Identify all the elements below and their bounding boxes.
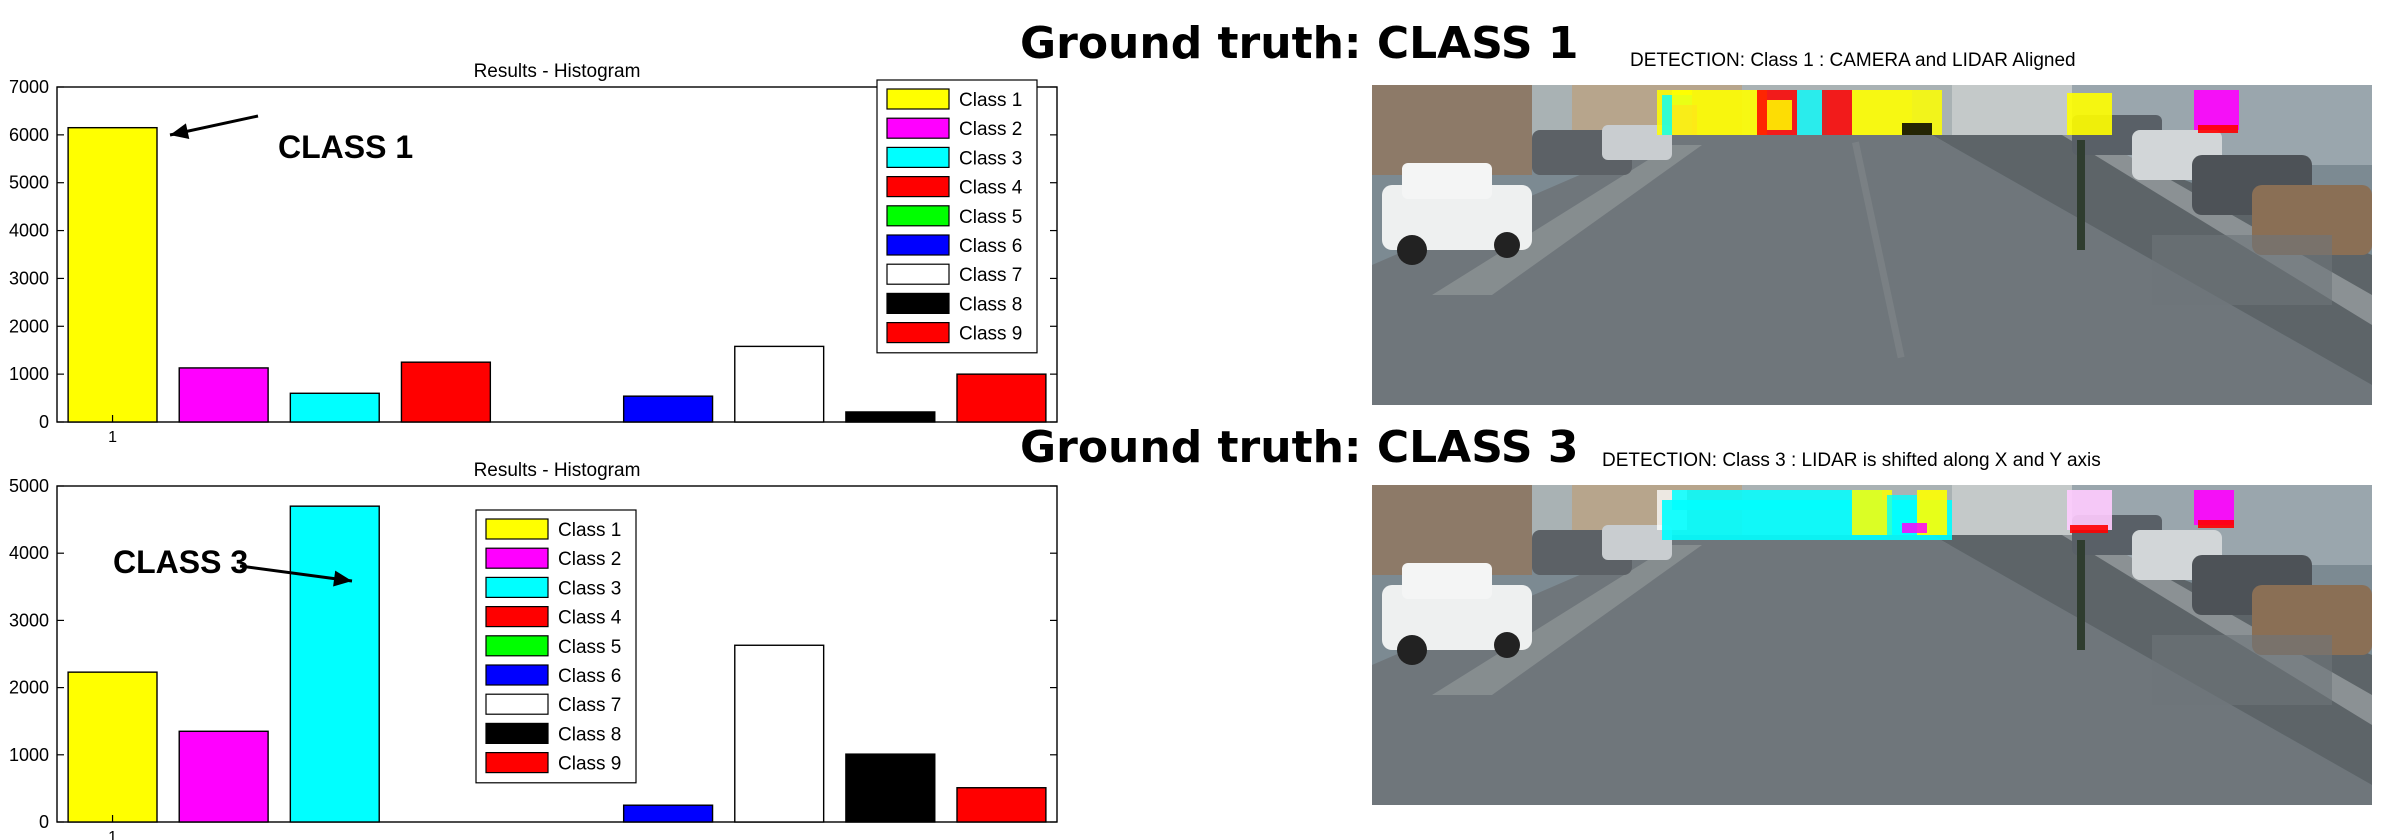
y-tick-label: 5000 <box>9 476 49 496</box>
legend-label: Class 1 <box>558 520 621 541</box>
legend-swatch <box>485 752 549 774</box>
street-scene <box>1372 85 2372 405</box>
legend-label: Class 2 <box>558 549 621 570</box>
legend-label: Class 4 <box>959 178 1023 199</box>
y-tick-label: 7000 <box>9 77 49 97</box>
legend-label: Class 2 <box>959 119 1022 140</box>
annotation-label: CLASS 1 <box>278 129 413 165</box>
bar-class-2 <box>178 730 269 823</box>
legend-swatch <box>485 518 549 540</box>
y-tick-label: 4000 <box>9 543 49 563</box>
legend-swatch <box>886 117 950 139</box>
legend-label: Class 6 <box>558 666 621 687</box>
bar-class-7 <box>734 345 825 423</box>
ground-truth-heading-top: Ground truth: CLASS 1 <box>1020 18 1579 69</box>
legend-label: Class 9 <box>558 754 621 775</box>
bar-class-4 <box>400 361 492 423</box>
detection-overlay <box>1657 90 2239 135</box>
legend-label: Class 8 <box>959 294 1022 315</box>
legend-label: Class 5 <box>558 637 621 658</box>
y-tick-label: 3000 <box>9 610 49 630</box>
legend-swatch <box>886 322 950 344</box>
bar-class-1 <box>67 126 158 423</box>
y-tick-label: 5000 <box>9 173 49 193</box>
y-tick-label: 2000 <box>9 678 49 698</box>
legend-label: Class 9 <box>959 324 1022 345</box>
legend-swatch <box>886 292 950 314</box>
legend-label: Class 7 <box>959 265 1022 286</box>
legend-swatch <box>886 263 950 285</box>
legend-swatch <box>485 606 549 628</box>
y-tick-label: 2000 <box>9 316 49 336</box>
legend-swatch <box>485 547 549 569</box>
y-tick-label: 6000 <box>9 125 49 145</box>
bar-class-1 <box>67 671 158 823</box>
x-tick-label: 1 <box>108 429 117 445</box>
y-tick-label: 1000 <box>9 745 49 765</box>
y-tick-label: 4000 <box>9 221 49 241</box>
histogram-chart-class3: Results - Histogram 0 1000 2000 3000 4000 5000… <box>9 460 1058 840</box>
legend-swatch <box>886 88 950 110</box>
legend-swatch <box>485 693 549 715</box>
annotation-arrowhead <box>170 123 190 140</box>
legend-swatch <box>485 576 549 598</box>
legend-label: Class 1 <box>959 90 1022 111</box>
bar-class-3 <box>289 392 380 423</box>
x-tick-label: 1 <box>108 829 117 840</box>
chart-title: Results - Histogram <box>474 61 641 82</box>
annotation-label: CLASS 3 <box>113 544 248 580</box>
histogram-chart-class1: Results - Histogram 0 1000 2000 3000 4000 5000… <box>9 61 1058 445</box>
y-tick-label: 3000 <box>9 268 49 288</box>
bar-class-7 <box>734 644 825 823</box>
bar-class-8 <box>845 411 936 423</box>
y-tick-label: 0 <box>39 412 49 432</box>
ground-truth-heading-bottom: Ground truth: CLASS 3 <box>1020 422 1579 473</box>
bar-class-6 <box>622 804 714 823</box>
legend-swatch <box>485 664 549 686</box>
detection-image-bottom <box>1372 485 2372 805</box>
legend-label: Class 7 <box>558 695 621 716</box>
legend-label: Class 5 <box>959 207 1022 228</box>
detection-overlay <box>1657 490 2234 540</box>
legend-swatch <box>485 635 549 657</box>
bar-class-3 <box>289 505 380 823</box>
legend-label: Class 4 <box>558 608 622 629</box>
legend-swatch <box>886 205 950 227</box>
bar-class-9 <box>956 373 1047 423</box>
y-tick-label: 0 <box>39 812 49 832</box>
bar-class-6 <box>622 395 714 423</box>
legend-label: Class 3 <box>959 148 1022 169</box>
annotation-arrow <box>239 564 353 583</box>
bar-class-8 <box>845 753 936 823</box>
legend-swatch <box>886 146 950 169</box>
legend-label: Class 8 <box>558 724 621 745</box>
bar-class-2 <box>178 367 269 423</box>
legend-swatch <box>886 234 950 256</box>
legend-label: Class 6 <box>959 236 1022 257</box>
detection-title-top: DETECTION: Class 1 : CAMERA and LIDAR Al… <box>1630 50 2076 71</box>
detection-image-top <box>1372 85 2372 405</box>
detection-title-bottom: DETECTION: Class 3 : LIDAR is shifted al… <box>1602 450 2101 471</box>
legend-swatch <box>886 176 950 198</box>
legend-label: Class 3 <box>558 578 621 599</box>
bar-class-9 <box>956 787 1047 823</box>
annotation-arrowhead <box>333 570 352 587</box>
y-tick-label: 1000 <box>9 364 49 384</box>
chart-title: Results - Histogram <box>474 460 641 481</box>
legend-swatch <box>485 722 549 744</box>
